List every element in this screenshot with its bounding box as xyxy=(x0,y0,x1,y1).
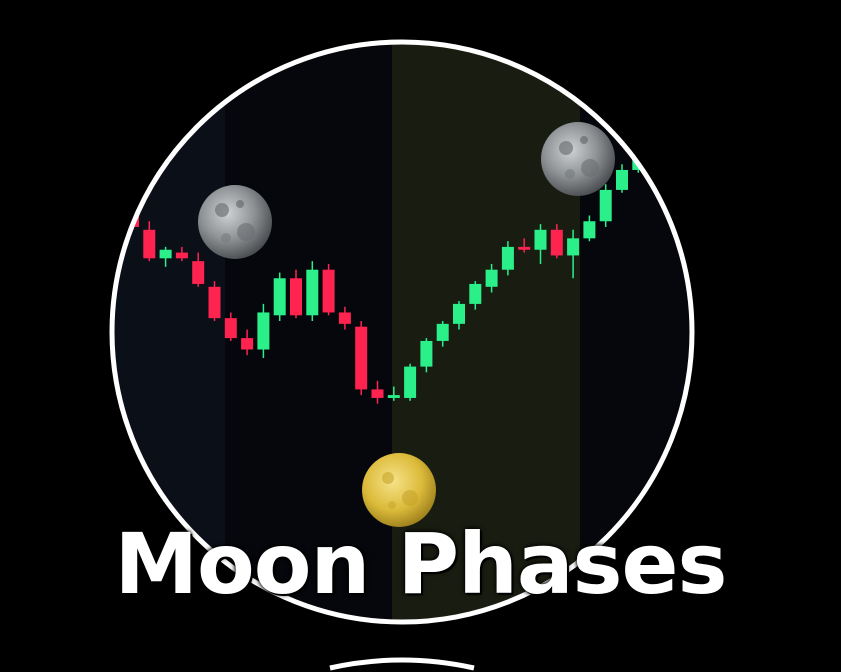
candle xyxy=(241,329,254,356)
grey-moon-icon xyxy=(541,122,615,196)
full-moon-icon xyxy=(362,453,436,527)
caption-title: Moon Phases xyxy=(114,515,727,613)
candle xyxy=(420,338,433,373)
candle xyxy=(501,241,514,276)
candle xyxy=(208,281,221,321)
candle-body xyxy=(599,189,612,222)
candle xyxy=(453,301,465,330)
candle-body xyxy=(355,326,368,390)
candle-body xyxy=(208,286,221,319)
candle xyxy=(436,321,449,347)
candle-body xyxy=(420,340,433,367)
candle xyxy=(567,229,580,279)
candle-body xyxy=(453,303,465,324)
candle-body xyxy=(567,238,580,256)
candle xyxy=(534,224,547,264)
candle xyxy=(290,269,302,319)
candle-body xyxy=(436,323,449,341)
candle-body xyxy=(469,283,482,304)
candle-body xyxy=(290,278,302,316)
candle xyxy=(518,238,531,253)
candle-body xyxy=(322,269,335,313)
candle-body xyxy=(306,269,319,316)
candle xyxy=(273,272,286,321)
candle xyxy=(192,252,205,287)
grey-moon-icon xyxy=(198,185,272,259)
candle xyxy=(616,164,628,193)
candle-body xyxy=(583,221,596,239)
candle-body xyxy=(387,395,400,398)
candle-body xyxy=(550,229,563,256)
candle xyxy=(257,303,270,359)
candle-body xyxy=(241,338,254,350)
candle xyxy=(583,215,596,242)
candle xyxy=(485,264,498,293)
candle xyxy=(175,246,188,262)
circle-frame xyxy=(109,39,695,625)
candle xyxy=(159,246,172,267)
candle xyxy=(550,224,563,259)
lower-circle-edge xyxy=(329,657,475,671)
candle xyxy=(143,221,156,262)
candle-body xyxy=(534,229,547,250)
candle xyxy=(355,321,368,396)
candle-body xyxy=(485,269,498,287)
candle-body xyxy=(338,312,351,324)
candle xyxy=(599,184,612,227)
candle xyxy=(322,264,335,316)
candle xyxy=(469,281,482,310)
candle xyxy=(387,386,400,401)
candle xyxy=(371,380,384,404)
candle-body xyxy=(273,278,286,316)
candle-body xyxy=(404,366,417,398)
candle-body xyxy=(175,252,188,259)
candle xyxy=(224,312,237,341)
candle xyxy=(338,306,351,330)
candle-body xyxy=(143,229,156,259)
candle-body xyxy=(159,249,172,259)
candle xyxy=(404,363,417,401)
candle xyxy=(306,261,319,321)
candle-body xyxy=(518,246,531,250)
candle-body xyxy=(501,246,514,270)
candle-body xyxy=(257,312,270,350)
candle-body xyxy=(192,261,205,284)
candle-body xyxy=(224,318,237,339)
candle-body xyxy=(616,169,628,190)
candle-body xyxy=(371,389,384,398)
